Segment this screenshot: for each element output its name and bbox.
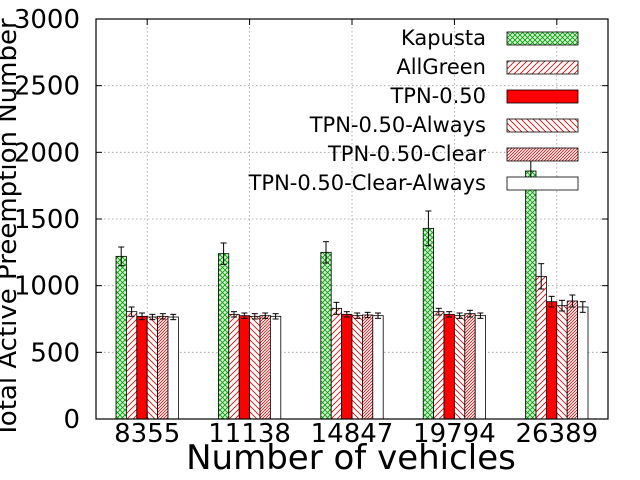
bar — [126, 311, 138, 420]
bar — [453, 315, 466, 420]
bar — [556, 305, 568, 420]
y-tick-label: 2000 — [14, 138, 80, 168]
legend-swatch — [506, 31, 579, 46]
y-tick-label: 3000 — [14, 5, 80, 35]
bar — [464, 313, 476, 420]
bar — [351, 315, 363, 420]
bar — [259, 315, 271, 420]
legend-swatch — [506, 118, 579, 133]
legend-swatch — [506, 176, 579, 191]
bar — [167, 316, 179, 420]
bar — [217, 253, 230, 420]
legend-swatch — [506, 89, 579, 104]
bar — [433, 311, 445, 420]
legend-label: TPN-0.50-Clear-Always — [248, 171, 486, 195]
bar — [474, 315, 487, 420]
legend-label: Kapusta — [401, 26, 486, 50]
bar — [269, 315, 282, 420]
bar — [249, 315, 261, 420]
legend-swatch — [506, 147, 579, 162]
y-tick-label: 1500 — [14, 205, 80, 235]
bar — [525, 170, 537, 420]
legend-label: TPN-0.50-Clear — [327, 142, 486, 166]
x-tick-label: 14847 — [311, 419, 394, 449]
legend: Kapusta AllGreen TPN-0.50 TPN-0.50-Always TP… — [248, 26, 579, 195]
bar — [238, 315, 250, 420]
bar — [546, 301, 558, 420]
x-tick-label: 19794 — [413, 419, 496, 449]
error-bars — [118, 154, 586, 321]
legend-label: TPN-0.50-Always — [309, 113, 486, 137]
legend-label: AllGreen — [396, 55, 486, 79]
y-axis-title: Total Active Preemption Number — [0, 18, 23, 439]
bar — [566, 300, 579, 420]
bar — [341, 313, 353, 420]
x-tick-label: 11138 — [208, 419, 291, 449]
axis-ticks: 0 500 1000 1500 2000 2500 3000 8355 11138 14847 19… — [14, 5, 608, 449]
y-tick-label: 1000 — [14, 272, 80, 302]
bar — [136, 315, 148, 420]
bar — [422, 227, 435, 420]
x-axis-title: Number of vehicles — [186, 438, 516, 478]
x-tick-label: 26389 — [515, 419, 598, 449]
bar — [115, 255, 127, 420]
legend-swatch — [506, 60, 579, 75]
y-tick-label: 0 — [63, 405, 80, 435]
bar — [535, 275, 547, 420]
y-tick-label: 500 — [30, 338, 80, 368]
bar — [577, 306, 589, 420]
y-tick-label: 2500 — [14, 72, 80, 102]
bar — [372, 315, 384, 420]
bar — [320, 251, 332, 420]
bar — [361, 314, 374, 420]
x-tick-label: 8355 — [114, 419, 180, 449]
legend-label: TPN-0.50 — [389, 84, 486, 108]
bar — [228, 313, 240, 420]
bar — [330, 307, 343, 420]
bar — [146, 316, 158, 420]
bar — [157, 315, 169, 420]
bar — [443, 313, 455, 420]
